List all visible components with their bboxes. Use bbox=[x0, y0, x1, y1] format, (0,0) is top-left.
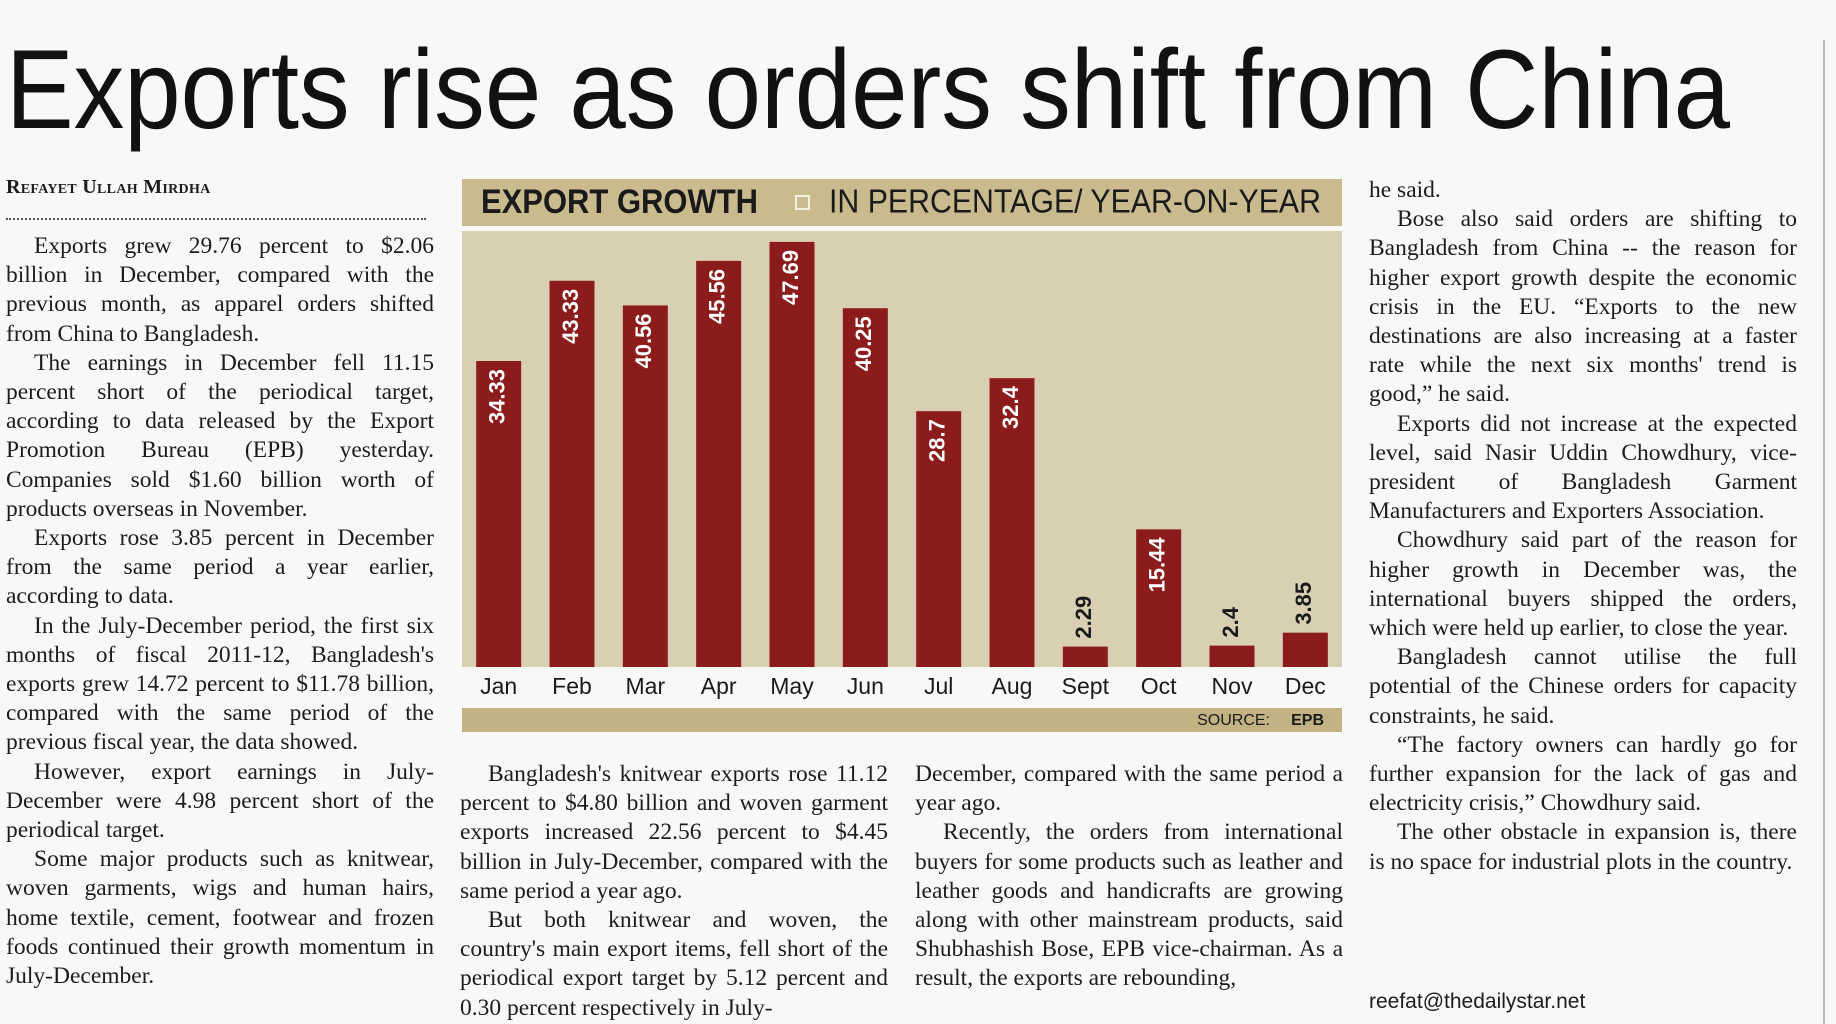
paragraph: Exports did not increase at the expected… bbox=[1369, 410, 1797, 525]
bar bbox=[916, 411, 962, 667]
value-label: 40.56 bbox=[631, 313, 656, 368]
paragraph: he said. bbox=[1369, 177, 1441, 203]
x-tick-label: Oct bbox=[1141, 673, 1177, 699]
bar bbox=[549, 280, 595, 667]
value-label: 43.33 bbox=[558, 289, 583, 344]
paragraph: Chowdhury said part of the reason for hi… bbox=[1369, 527, 1797, 642]
x-tick-label: Mar bbox=[626, 673, 666, 699]
bar bbox=[696, 260, 742, 667]
bar bbox=[622, 305, 668, 667]
paragraph: Bose also said orders are shifting to Ba… bbox=[1369, 206, 1797, 408]
paragraph: However, export earnings in July-Decembe… bbox=[6, 758, 434, 844]
bar bbox=[476, 360, 522, 667]
paragraph: In the July-December period, the first s… bbox=[6, 612, 434, 756]
x-tick-label: Dec bbox=[1285, 673, 1326, 699]
value-label: 2.4 bbox=[1218, 606, 1243, 637]
column: Exports grew 29.76 percent to $2.06 bill… bbox=[6, 232, 434, 1024]
column: December, compared with the same period … bbox=[915, 760, 1343, 1024]
source-bar bbox=[462, 708, 1342, 732]
x-tick-label: Jul bbox=[924, 673, 953, 699]
paragraph: Exports grew 29.76 percent to $2.06 bill… bbox=[6, 233, 434, 347]
paragraph: Recently, the orders from international … bbox=[915, 819, 1343, 992]
source: EPB bbox=[1291, 712, 1324, 729]
x-tick-label: Apr bbox=[701, 673, 737, 699]
chart-subtitle: IN PERCENTAGE/ YEAR-ON-YEAR bbox=[829, 183, 1321, 220]
x-tick-label: Nov bbox=[1212, 673, 1253, 699]
bar bbox=[769, 241, 815, 667]
paragraph: December, compared with the same period … bbox=[915, 761, 1343, 817]
paragraph: The earnings in December fell 11.15 perc… bbox=[6, 349, 434, 522]
paragraph: But both knitwear and woven, the country… bbox=[460, 907, 888, 1021]
email: reefat@thedailystar.net bbox=[1369, 990, 1586, 1013]
chart-title: EXPORT GROWTH bbox=[481, 183, 758, 221]
value-label: 47.69 bbox=[778, 250, 803, 305]
value-label: 28.7 bbox=[924, 419, 949, 462]
paragraph: Bangladesh cannot utilise the full poten… bbox=[1369, 644, 1797, 729]
value-label: 3.85 bbox=[1291, 582, 1316, 625]
value-label: 2.29 bbox=[1071, 596, 1096, 639]
value-label: 15.44 bbox=[1144, 537, 1169, 593]
source-label: SOURCE: bbox=[1197, 712, 1270, 729]
byline: Refayet Ullah Mirdha bbox=[6, 176, 211, 198]
bar bbox=[1209, 645, 1255, 667]
bar bbox=[1136, 529, 1182, 667]
column: Bangladesh's knitwear exports rose 11.12… bbox=[460, 760, 888, 1024]
column: he said. Bose also said orders are shifti… bbox=[1369, 176, 1797, 976]
chart: EXPORT GROWTH IN PERCENTAGE/ YEAR-ON-YEA… bbox=[462, 179, 1342, 732]
x-tick-label: Aug bbox=[992, 673, 1033, 699]
chart-header bbox=[462, 179, 1342, 226]
x-tick-label: May bbox=[770, 673, 814, 699]
paragraph: “The factory owners can hardly go for fu… bbox=[1369, 731, 1797, 817]
paragraph: Bangladesh's knitwear exports rose 11.12… bbox=[460, 761, 888, 904]
bar bbox=[842, 308, 888, 667]
paragraph: Some major products such as knitwear, wo… bbox=[6, 846, 434, 990]
x-tick-label: Jan bbox=[480, 673, 517, 699]
legend-box bbox=[795, 195, 810, 210]
page-edge bbox=[1823, 40, 1825, 1024]
rule bbox=[6, 218, 426, 220]
bar bbox=[1282, 632, 1328, 667]
headline: Exports rise as orders shift from China bbox=[6, 27, 1731, 152]
headline-box: Exports rise as orders shift from China bbox=[6, 27, 1731, 152]
paragraph: Exports rose 3.85 percent in December fr… bbox=[6, 525, 434, 610]
bar bbox=[1062, 646, 1108, 667]
x-tick-label: Feb bbox=[552, 673, 592, 699]
bar bbox=[989, 378, 1035, 667]
value-label: 45.56 bbox=[704, 269, 729, 324]
x-tick-label: Jun bbox=[847, 673, 884, 699]
value-label: 32.4 bbox=[998, 385, 1023, 429]
value-label: 34.33 bbox=[484, 369, 509, 424]
plot-area bbox=[462, 231, 1342, 667]
value-label: 40.25 bbox=[851, 316, 876, 371]
paragraph: The other obstacle in expansion is, ther… bbox=[1369, 819, 1797, 875]
x-tick-label: Sept bbox=[1062, 673, 1110, 699]
